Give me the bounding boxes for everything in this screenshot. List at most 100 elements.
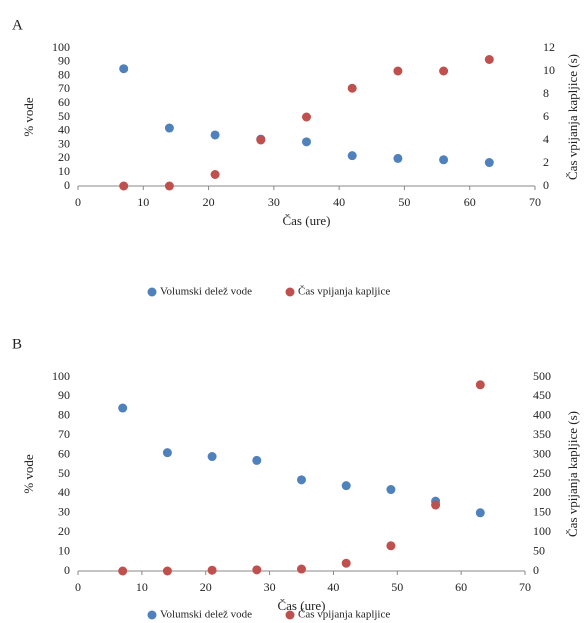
legend-marker	[147, 610, 157, 620]
point	[475, 380, 485, 390]
x-tick-label: 50	[391, 580, 403, 594]
y-axis-label: % vode	[21, 97, 36, 137]
y2-tick-label: 4	[543, 132, 549, 146]
y-tick-label: 10	[58, 164, 70, 178]
y2-tick-label: 500	[533, 369, 551, 383]
point	[302, 137, 311, 147]
legend-marker	[285, 610, 295, 620]
point	[119, 64, 129, 74]
y-tick-label: 70	[58, 81, 70, 95]
x-tick-label: 10	[136, 580, 148, 594]
x-tick-label: 50	[398, 195, 410, 209]
point	[118, 403, 128, 413]
legend-label: Volumski delež vode	[160, 609, 252, 621]
point	[386, 541, 396, 551]
y-tick-label: 20	[58, 524, 70, 538]
y2-tick-label: 450	[533, 388, 551, 402]
point	[431, 500, 441, 510]
legend-marker	[285, 287, 295, 297]
y-tick-label: 90	[58, 388, 70, 402]
x-tick-label: 60	[464, 195, 476, 209]
y-tick-label: 70	[58, 427, 70, 441]
point	[207, 565, 217, 575]
y2-tick-label: 200	[533, 485, 551, 499]
y-axis-label: % vode	[21, 454, 36, 494]
point	[207, 452, 217, 462]
point	[484, 158, 494, 168]
y-tick-label: 100	[52, 40, 70, 54]
point	[252, 565, 262, 575]
y-tick-label: 60	[58, 446, 70, 460]
x-tick-label: 30	[268, 195, 280, 209]
point	[210, 170, 220, 179]
point	[341, 481, 351, 491]
x-tick-label: 0	[75, 580, 81, 594]
y-tick-label: 0	[64, 178, 70, 192]
y2-tick-label: 10	[543, 63, 555, 77]
y2-tick-label: 8	[543, 86, 549, 100]
y2-tick-label: 0	[533, 563, 539, 577]
x-tick-label: 20	[200, 580, 212, 594]
point	[386, 485, 396, 495]
point	[347, 151, 357, 161]
point	[252, 455, 262, 465]
y-tick-label: 80	[58, 67, 70, 81]
x-axis-label: Čas (ure)	[282, 213, 330, 228]
x-tick-label: 40	[327, 580, 339, 594]
x-tick-label: 60	[455, 580, 467, 594]
y-tick-label: 40	[58, 123, 70, 137]
point	[302, 112, 311, 122]
point	[347, 83, 357, 93]
point	[162, 566, 172, 576]
panel-label: B	[12, 336, 22, 352]
y-tick-label: 30	[58, 505, 70, 519]
y-tick-label: 80	[58, 408, 70, 422]
point	[256, 135, 266, 145]
y-tick-label: 50	[58, 109, 70, 123]
y2-axis-label: Čas vpijanja kapljice (s)	[565, 54, 580, 180]
point	[439, 66, 449, 76]
y-tick-label: 0	[64, 563, 70, 577]
point	[341, 558, 351, 568]
x-axis-label: Čas (ure)	[277, 598, 325, 613]
y2-tick-label: 2	[543, 155, 549, 169]
legend-label: Čas vpijanja kapljice	[298, 286, 390, 298]
point	[439, 155, 449, 165]
y2-tick-label: 350	[533, 427, 551, 441]
point	[210, 130, 220, 140]
x-tick-label: 70	[529, 195, 541, 209]
y2-tick-label: 0	[543, 178, 549, 192]
point	[162, 448, 172, 458]
y2-tick-label: 250	[533, 466, 551, 480]
legend-label: Čas vpijanja kapljice	[298, 609, 390, 621]
x-tick-label: 0	[75, 195, 81, 209]
y-tick-label: 100	[52, 369, 70, 383]
x-tick-label: 70	[519, 580, 531, 594]
point	[484, 55, 494, 64]
y-tick-label: 30	[58, 136, 70, 150]
y2-axis-label: Čas vpijanja kapljice (s)	[565, 411, 580, 537]
y2-tick-label: 100	[533, 524, 551, 538]
y-tick-label: 90	[58, 54, 70, 68]
point	[475, 508, 485, 518]
y-tick-label: 20	[58, 150, 70, 164]
panel-label: A	[12, 17, 23, 33]
y2-tick-label: 150	[533, 505, 551, 519]
point	[164, 181, 174, 191]
y-tick-label: 40	[58, 485, 70, 499]
y-tick-label: 10	[58, 543, 70, 557]
point	[393, 66, 403, 76]
x-tick-label: 10	[137, 195, 149, 209]
point	[297, 564, 306, 574]
y-tick-label: 60	[58, 95, 70, 109]
x-tick-label: 40	[333, 195, 345, 209]
legend-marker	[147, 287, 157, 297]
y2-tick-label: 300	[533, 446, 551, 460]
point	[118, 566, 128, 576]
y2-tick-label: 400	[533, 408, 551, 422]
y-tick-label: 50	[58, 466, 70, 480]
y2-tick-label: 6	[543, 109, 549, 123]
y2-tick-label: 12	[543, 40, 555, 54]
point	[119, 181, 129, 191]
